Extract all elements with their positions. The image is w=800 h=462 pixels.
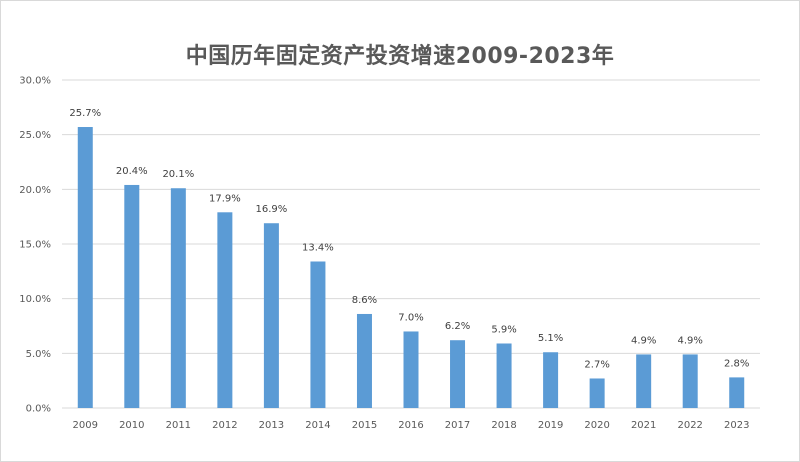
- bar: [310, 261, 326, 408]
- x-tick-label: 2021: [631, 420, 656, 431]
- x-tick-label: 2016: [398, 420, 423, 431]
- x-axis-ticks: 2009 2010 2011 2012 2013 2014 2015 2016 2017 2018…: [73, 420, 750, 431]
- data-label: 8.6%: [352, 295, 377, 306]
- data-label: 13.4%: [302, 242, 334, 253]
- data-label: 7.0%: [398, 312, 423, 323]
- x-tick-label: 2009: [73, 420, 98, 431]
- bar: [589, 378, 605, 408]
- x-tick-label: 2017: [445, 420, 470, 431]
- y-tick-label: 25.0%: [19, 130, 51, 141]
- bar: [124, 184, 140, 408]
- bar: [496, 343, 512, 408]
- x-tick-label: 2014: [305, 420, 330, 431]
- bar: [729, 377, 745, 408]
- bar: [356, 313, 372, 408]
- y-tick-label: 20.0%: [19, 185, 51, 196]
- data-label: 4.9%: [631, 335, 656, 346]
- x-tick-label: 2015: [352, 420, 377, 431]
- x-tick-label: 2022: [677, 420, 702, 431]
- bar: [217, 212, 233, 408]
- x-tick-label: 2013: [259, 420, 284, 431]
- bar: [682, 354, 698, 408]
- data-labels: 25.7% 20.4% 20.1% 17.9% 16.9% 13.4% 8.6% 7.0% 6.…: [69, 108, 749, 370]
- x-tick-label: 2011: [166, 420, 191, 431]
- x-tick-label: 2023: [724, 420, 749, 431]
- data-label: 17.9%: [209, 193, 241, 204]
- bar: [263, 223, 279, 408]
- data-label: 20.1%: [162, 169, 194, 180]
- data-label: 4.9%: [677, 335, 702, 346]
- x-tick-label: 2010: [119, 420, 144, 431]
- chart-title: 中国历年固定资产投资增速2009-2023年: [185, 44, 615, 69]
- y-tick-label: 0.0%: [26, 404, 51, 415]
- bar: [450, 340, 466, 408]
- x-tick-label: 2020: [584, 420, 609, 431]
- data-label: 2.7%: [584, 359, 609, 370]
- bars: [77, 127, 745, 408]
- data-label: 25.7%: [69, 108, 101, 119]
- bar: [170, 188, 186, 408]
- bar: [543, 352, 559, 408]
- y-tick-label: 10.0%: [19, 294, 51, 305]
- data-label: 5.1%: [538, 333, 563, 344]
- data-label: 2.8%: [724, 358, 749, 369]
- bar: [403, 331, 419, 408]
- bar: [636, 354, 652, 408]
- y-tick-label: 15.0%: [19, 240, 51, 251]
- data-label: 16.9%: [256, 204, 288, 215]
- bar: [77, 127, 93, 408]
- data-label: 6.2%: [445, 321, 470, 332]
- data-label: 5.9%: [491, 324, 516, 335]
- y-tick-label: 5.0%: [26, 349, 51, 360]
- y-tick-label: 30.0%: [19, 76, 51, 87]
- x-tick-label: 2018: [491, 420, 516, 431]
- y-axis-ticks: 0.0% 5.0% 10.0% 15.0% 20.0% 25.0% 30.0%: [19, 76, 51, 415]
- x-tick-label: 2012: [212, 420, 237, 431]
- x-tick-label: 2019: [538, 420, 563, 431]
- data-label: 20.4%: [116, 166, 148, 177]
